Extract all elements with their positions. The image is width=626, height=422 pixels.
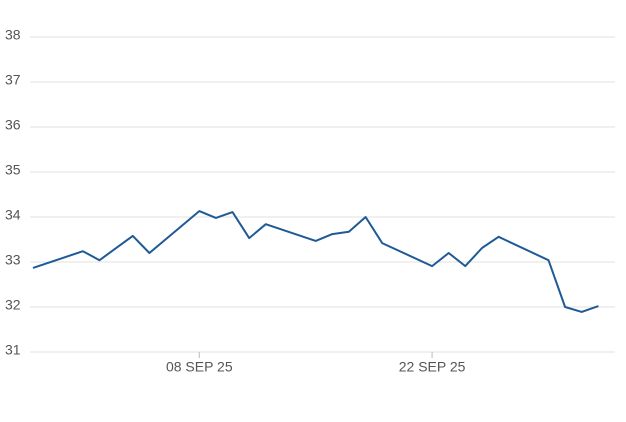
x-tick-label: 08 SEP 25 [166,359,233,375]
y-tick-label: 32 [5,297,21,313]
y-tick-label: 38 [5,27,21,43]
y-tick-label: 33 [5,252,21,268]
y-tick-label: 31 [5,342,21,358]
x-tick-label: 22 SEP 25 [399,359,466,375]
line [32,210,599,313]
y-tick-label: 36 [5,117,21,133]
y-tick-label: 35 [5,162,21,178]
y-tick-label: 34 [5,207,21,223]
y-tick-label: 37 [5,72,21,88]
